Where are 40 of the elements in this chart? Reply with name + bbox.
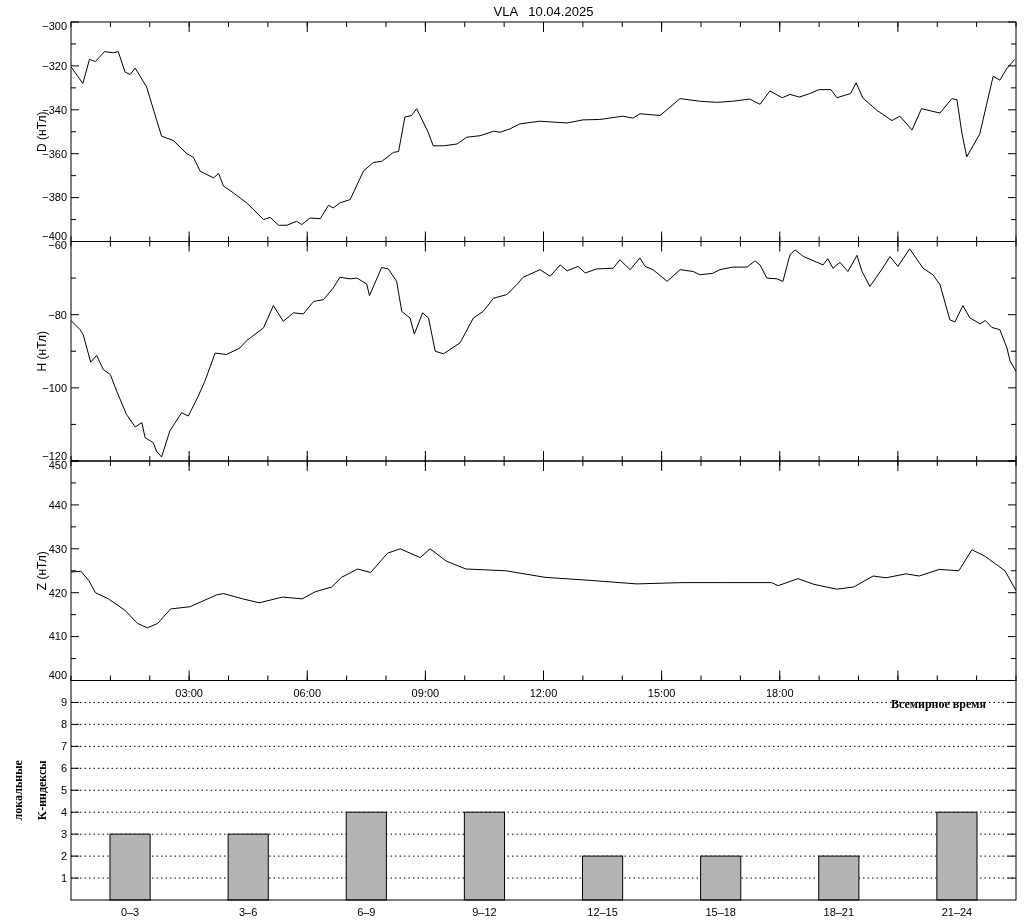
x-tick-label: 12:00 [529,686,558,699]
y-tick-label: −100 [42,381,67,394]
y-axis-title: H (нТл) [35,331,49,372]
y-tick-label: 8 [60,718,67,731]
x-tick-label: 18–21 [823,906,855,918]
y-tick-label: −80 [48,308,67,321]
y-axis-title: D (нТл) [35,111,49,152]
x-tick-label: 06:00 [293,686,322,699]
y-tick-label: 410 [48,630,67,643]
y-axis-title: локальные K-индексы [11,759,49,821]
y-tick-label: 7 [60,740,67,753]
x-tick-label: 0–3 [120,906,140,918]
y-tick-label: 4 [60,806,67,819]
y-tick-label: 2 [60,849,67,862]
y-tick-label: −300 [42,19,67,32]
x-tick-label: 12–15 [587,906,618,918]
x-tick-label: 9–12 [472,906,497,918]
y-tick-label: 6 [60,762,67,775]
y-tick-label: 440 [48,498,67,511]
y-tick-label: 400 [48,669,67,682]
y-tick-label: 1 [60,871,67,884]
x-tick-label: 03:00 [175,686,203,699]
y-axis-title: Z (нТл) [35,551,49,591]
y-tick-label: 9 [60,696,67,709]
y-tick-label: −320 [42,59,67,72]
y-tick-label: 420 [48,586,67,599]
y-tick-label: 5 [60,784,67,797]
x-axis-title: Всемирное время [891,696,987,711]
y-tick-label: 430 [48,542,67,555]
y-tick-label: −380 [42,191,67,204]
x-tick-label: 09:00 [411,686,440,699]
y-tick-label: 3 [60,828,67,840]
x-tick-label: 3–6 [239,906,258,918]
x-tick-label: 15:00 [647,686,676,699]
x-tick-label: 6–9 [357,906,376,918]
y-tick-label: −120 [42,449,67,462]
x-tick-label: 21–24 [941,906,973,918]
x-tick-label: 15–18 [705,906,736,918]
chart-title: VLA 10.04.2025 [493,4,594,19]
x-tick-label: 18:00 [765,686,794,699]
